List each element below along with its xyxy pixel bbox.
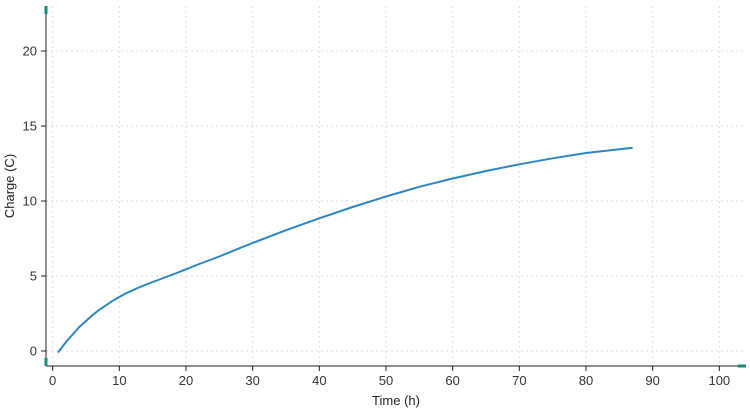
tick-labels: 0 10 20 30 40 50 60 70 80 90 100 0 5 10 15 20 (23, 44, 731, 389)
y-tick-label: 0 (30, 344, 37, 359)
x-tick-label: 30 (245, 373, 259, 388)
y-tick-label: 20 (23, 44, 37, 59)
y-tick-label: 5 (30, 269, 37, 284)
x-tick-label: 10 (112, 373, 126, 388)
x-tick-label: 60 (445, 373, 459, 388)
x-tick-label: 70 (512, 373, 526, 388)
grid (46, 6, 746, 366)
x-tick-label: 50 (379, 373, 393, 388)
tick-marks (41, 50, 720, 371)
x-tick-label: 20 (179, 373, 193, 388)
x-tick-label: 100 (708, 373, 730, 388)
x-tick-label: 80 (579, 373, 593, 388)
x-axis-title: Time (h) (372, 393, 420, 408)
y-tick-label: 15 (23, 119, 37, 134)
y-tick-label: 10 (23, 194, 37, 209)
y-axis-title: Charge (C) (2, 154, 17, 218)
charge-series-line (57, 146, 633, 354)
x-tick-label: 90 (645, 373, 659, 388)
x-tick-label: 40 (312, 373, 326, 388)
x-tick-label: 0 (49, 373, 56, 388)
axes (44, 6, 746, 368)
series-layer (57, 146, 633, 354)
